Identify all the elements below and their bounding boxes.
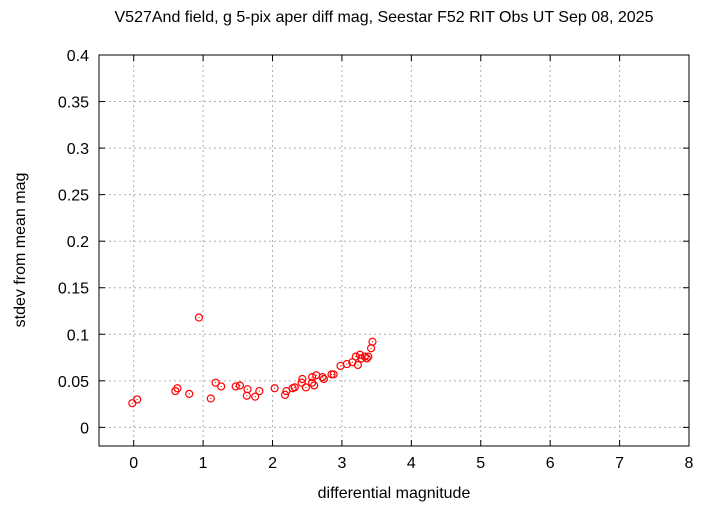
data-point (217, 382, 226, 391)
data-point (329, 370, 338, 379)
y-tick-label: 0.2 (67, 234, 89, 251)
data-point (366, 344, 376, 353)
data-point (318, 373, 327, 382)
data-point (270, 384, 279, 393)
data-point (297, 378, 306, 387)
x-tick-label: 5 (476, 455, 485, 472)
ticks: 0 1 2 3 4 5 6 7 8 0 0.05 0.1 0.15 0.2 0.25 0.3 0.35 0.4 (58, 48, 694, 472)
x-tick-label: 8 (685, 455, 694, 472)
data-point (211, 378, 220, 387)
y-tick-label: 0.3 (67, 141, 89, 158)
data-point (368, 337, 377, 346)
data-point (342, 359, 351, 369)
data-point (307, 373, 317, 382)
data-point (243, 385, 252, 394)
x-tick-label: 7 (615, 455, 624, 472)
y-tick-label: 0.4 (67, 48, 89, 65)
grid (99, 54, 690, 446)
data-point (353, 360, 363, 370)
data-point (364, 352, 373, 361)
y-tick-label: 0.05 (58, 374, 89, 391)
data-point (185, 389, 194, 398)
data-point (242, 391, 251, 400)
data-point (319, 374, 328, 384)
data-point (206, 394, 215, 403)
y-tick-label: 0.1 (67, 327, 89, 344)
data-point (194, 313, 204, 322)
data-point (235, 381, 245, 390)
data-point (251, 392, 260, 401)
data-point (351, 352, 360, 361)
data-point (362, 354, 372, 363)
data-point (255, 386, 264, 396)
data-point (290, 383, 299, 392)
x-tick-label: 1 (199, 455, 208, 472)
x-tick-label: 4 (407, 455, 416, 472)
plot-frame (98, 54, 690, 447)
data-point (307, 378, 317, 387)
y-axis-label: stdev from mean mag (12, 173, 29, 328)
data-point (128, 399, 137, 408)
chart-title: V527And field, g 5-pix aper diff mag, Se… (115, 9, 654, 26)
x-axis-label: differential magnitude (318, 485, 471, 502)
data-point (133, 395, 142, 404)
y-tick-label: 0.15 (58, 281, 89, 298)
y-tick-label: 0.25 (58, 188, 89, 205)
data-point (173, 384, 182, 393)
y-tick-label: 0.35 (58, 95, 89, 112)
y-tick-label: 0 (80, 420, 89, 437)
x-tick-label: 6 (546, 455, 555, 472)
points (128, 313, 377, 408)
x-tick-label: 2 (268, 455, 277, 472)
x-tick-label: 3 (337, 455, 346, 472)
data-point (301, 383, 310, 392)
x-tick-label: 0 (129, 455, 138, 472)
